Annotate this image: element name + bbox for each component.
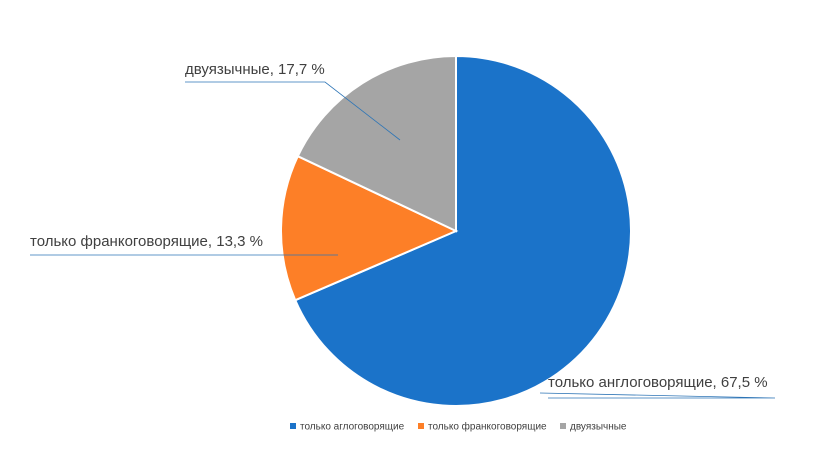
data-label: только англоговорящие, 67,5 %	[548, 374, 768, 391]
leader-line	[185, 81, 401, 141]
pie-slice	[293, 54, 632, 407]
data-label: двуязычные, 17,7 %	[185, 61, 325, 78]
legend-marker	[560, 423, 566, 429]
pie-slice	[280, 154, 459, 302]
data-label: только франкоговорящие, 13,3 %	[30, 233, 263, 250]
legend-label: только аглоговорящие	[300, 422, 405, 433]
pie-slice	[296, 54, 457, 233]
legend-label: только франкоговорящие	[428, 421, 547, 433]
legend-label: двуязычные	[570, 422, 627, 433]
leader-line	[539, 392, 776, 399]
legend-marker	[418, 423, 424, 429]
legend-marker	[290, 423, 296, 429]
